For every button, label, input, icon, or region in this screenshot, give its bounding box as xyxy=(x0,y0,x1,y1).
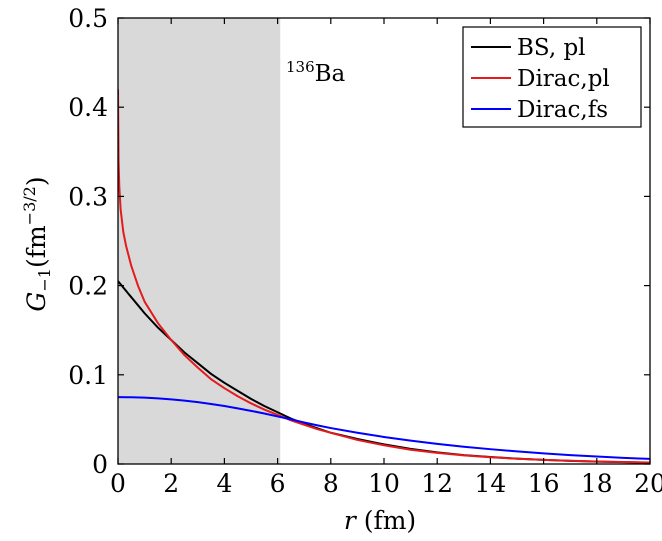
series-line-2 xyxy=(118,89,650,464)
y-tick-label: 0.4 xyxy=(68,93,108,122)
x-tick-label: 0 xyxy=(110,469,126,498)
x-tick-label: 6 xyxy=(270,469,286,498)
y-tick-label: 0.2 xyxy=(68,272,108,301)
legend-label-1: BS, pl xyxy=(517,35,586,61)
y-axis-label: G−1(fm−3/2) xyxy=(20,176,54,311)
series-lines xyxy=(118,89,650,464)
legend: BS, pl Dirac,pl Dirac,fs xyxy=(462,26,642,128)
x-tick-label: 18 xyxy=(581,469,613,498)
y-tick-label: 0.5 xyxy=(68,4,108,33)
legend-label-2: Dirac,pl xyxy=(517,66,610,92)
tick-labels: 0 2 4 6 8 10 12 14 16 18 20 0 0.1 0.2 0.3 0.4 0.5 xyxy=(68,4,662,498)
x-tick-label: 14 xyxy=(474,469,506,498)
x-tick-label: 4 xyxy=(216,469,232,498)
x-axis-label: r (fm) xyxy=(344,506,416,535)
x-tick-label: 2 xyxy=(163,469,179,498)
axes xyxy=(117,17,651,465)
plot-background xyxy=(118,18,281,464)
shaded-region xyxy=(118,18,281,464)
x-tick-label: 12 xyxy=(421,469,453,498)
y-tick-label: 0.1 xyxy=(68,361,108,390)
isotope-annotation: 136Ba xyxy=(286,58,346,87)
x-tick-label: 16 xyxy=(528,469,560,498)
x-tick-label: 8 xyxy=(323,469,339,498)
x-tick-label: 20 xyxy=(634,469,662,498)
x-tick-label: 10 xyxy=(368,469,400,498)
y-tick-label: 0.3 xyxy=(68,182,108,211)
legend-label-3: Dirac,fs xyxy=(517,97,608,123)
y-tick-label: 0 xyxy=(92,450,108,479)
series-line-3 xyxy=(118,396,650,460)
